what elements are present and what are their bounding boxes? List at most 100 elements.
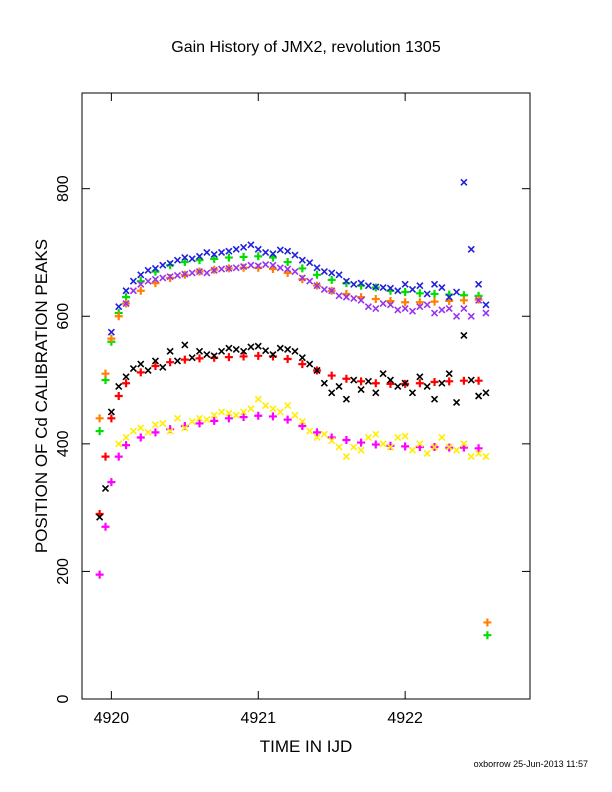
data-point — [122, 379, 131, 388]
data-point — [342, 277, 350, 285]
data-point — [371, 295, 380, 304]
data-point — [342, 374, 351, 383]
data-point — [268, 412, 277, 421]
data-point — [203, 416, 211, 424]
data-point — [328, 269, 336, 277]
footer-timestamp: oxborrow 25-Jun-2013 11:57 — [474, 759, 588, 769]
data-point — [232, 411, 240, 419]
data-point — [262, 347, 270, 355]
data-point — [166, 273, 175, 282]
data-point — [254, 245, 262, 253]
data-point — [180, 258, 189, 267]
data-point — [217, 265, 226, 273]
data-point — [372, 430, 380, 438]
data-point — [394, 306, 402, 314]
data-point — [114, 312, 123, 321]
data-point — [401, 288, 410, 297]
data-point — [195, 256, 204, 265]
data-point — [269, 405, 277, 413]
data-point — [159, 261, 167, 269]
data-point — [254, 342, 262, 350]
data-series-layer — [95, 178, 492, 640]
data-point — [291, 251, 299, 259]
series-2 — [95, 351, 483, 519]
data-point — [284, 265, 292, 273]
data-point — [210, 411, 218, 419]
data-point — [482, 453, 490, 461]
data-point — [430, 395, 439, 403]
data-point — [151, 362, 160, 371]
data-point — [460, 440, 468, 448]
data-point — [239, 263, 248, 272]
data-point — [122, 373, 130, 381]
data-point — [268, 253, 277, 262]
data-point — [415, 289, 424, 298]
data-point — [181, 270, 189, 278]
y-tick-label: 200 — [55, 558, 72, 585]
data-point — [129, 287, 137, 295]
data-point — [298, 354, 306, 362]
data-point — [306, 360, 314, 368]
chart-title: Gain History of JMX2, revolution 1305 — [171, 39, 441, 56]
data-point — [452, 446, 461, 454]
data-point — [283, 415, 292, 424]
data-point — [298, 264, 307, 273]
data-point — [371, 440, 380, 449]
data-point — [416, 373, 424, 381]
data-point — [239, 252, 248, 261]
data-point — [408, 389, 417, 397]
data-point — [335, 382, 343, 390]
data-point — [379, 299, 387, 308]
data-point — [357, 438, 366, 447]
data-point — [240, 243, 248, 251]
data-point — [291, 268, 299, 276]
data-point — [430, 280, 439, 288]
data-point — [101, 452, 110, 461]
x-tick-label: 4921 — [240, 710, 276, 727]
data-point — [371, 379, 380, 388]
data-point — [195, 252, 204, 260]
data-point — [96, 513, 104, 521]
data-point — [269, 350, 277, 359]
data-point — [350, 280, 358, 288]
data-point — [342, 436, 351, 445]
data-point — [335, 271, 343, 279]
series-6 — [96, 331, 490, 521]
y-tick-label: 800 — [55, 175, 72, 202]
data-point — [262, 261, 270, 269]
data-point — [166, 259, 174, 267]
data-point — [136, 433, 145, 442]
data-point — [224, 253, 233, 262]
data-point — [467, 453, 475, 461]
data-point — [129, 427, 137, 435]
y-tick-label: 400 — [55, 430, 72, 457]
data-point — [313, 264, 321, 272]
data-point — [298, 256, 306, 264]
data-point — [401, 280, 409, 288]
data-point — [364, 303, 372, 311]
data-point — [217, 347, 226, 355]
data-point — [482, 309, 490, 317]
data-point — [232, 264, 240, 272]
data-point — [335, 292, 343, 300]
data-point — [166, 358, 175, 367]
data-point — [254, 262, 262, 270]
data-point — [269, 250, 277, 258]
data-point — [151, 275, 160, 283]
data-point — [445, 293, 453, 301]
data-point — [467, 245, 475, 253]
data-point — [438, 306, 446, 314]
data-point — [151, 357, 160, 365]
y-tick-label: 600 — [55, 303, 72, 330]
data-point — [101, 484, 110, 493]
data-point — [342, 293, 350, 301]
data-point — [357, 446, 365, 454]
data-point — [276, 264, 284, 272]
series-4 — [107, 178, 490, 336]
data-point — [114, 452, 123, 461]
data-point — [423, 449, 431, 457]
data-point — [306, 259, 314, 267]
data-point — [232, 245, 240, 253]
data-point — [173, 256, 182, 264]
data-point — [483, 631, 492, 640]
